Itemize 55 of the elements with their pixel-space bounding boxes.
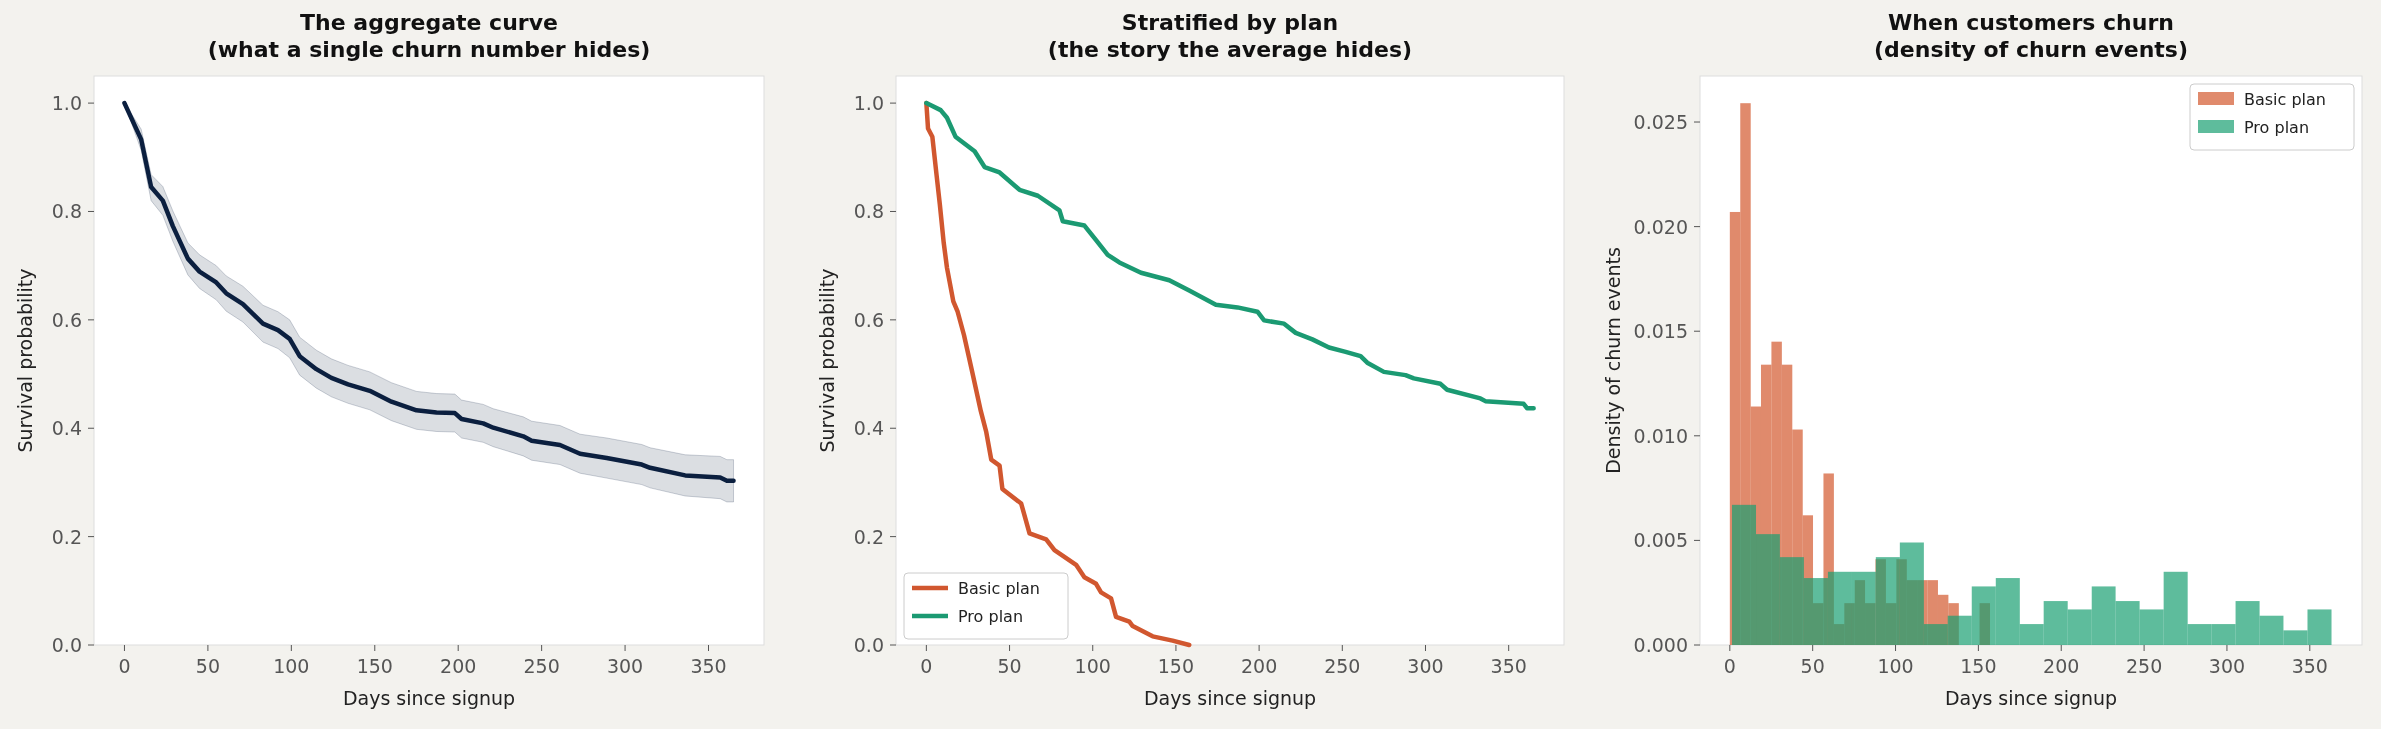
y-tick-label: 0.0 — [51, 634, 82, 656]
chart-title: Stratified by plan (the story the average hides) — [1047, 10, 1413, 62]
x-tick-label: 150 — [356, 655, 393, 677]
y-tick-label: 0.8 — [51, 200, 82, 223]
x-tick-label: 0 — [1723, 655, 1736, 677]
x-axis-title: Days since signup — [1143, 687, 1317, 709]
x-tick-label: 300 — [1407, 655, 1444, 677]
y-tick-label: 0.6 — [853, 308, 884, 331]
x-tick-label: 100 — [1074, 655, 1111, 677]
x-tick-label: 300 — [2208, 655, 2246, 677]
x-tick-label: 350 — [2291, 655, 2328, 677]
y-tick-label: 0.020 — [1633, 215, 1688, 238]
y-tick-label: 0.015 — [1633, 320, 1688, 343]
x-tick-label: 200 — [2043, 655, 2080, 677]
x-tick-label: 350 — [690, 655, 727, 677]
y-tick-label: 0.010 — [1633, 424, 1688, 447]
chart-title: The aggregate curve (what a single churn number hides) — [207, 10, 651, 62]
y-axis-title: Survival probability — [14, 268, 36, 453]
x-tick-label: 250 — [523, 655, 560, 677]
x-tick-label: 50 — [195, 655, 220, 677]
y-tick-label: 0.4 — [853, 417, 884, 440]
x-tick-label: 200 — [440, 655, 477, 677]
x-tick-label: 250 — [2125, 655, 2163, 677]
x-axis-title: Days since signup — [1944, 687, 2118, 709]
y-tick-label: 0.2 — [853, 525, 884, 548]
x-tick-label: 150 — [1960, 655, 1997, 677]
y-tick-label: 0.2 — [51, 525, 82, 548]
x-tick-label: 250 — [1324, 655, 1361, 677]
legend-label: Basic plan — [958, 579, 1040, 598]
y-tick-label: 0.005 — [1633, 529, 1688, 552]
y-axis-title: Survival probability — [816, 268, 838, 453]
y-tick-label: 1.0 — [853, 92, 884, 115]
x-tick-label: 0 — [118, 655, 131, 677]
y-tick-label: 1.0 — [51, 92, 82, 115]
y-tick-label: 0.0 — [853, 634, 884, 656]
x-tick-label: 200 — [1240, 655, 1278, 677]
y-tick-label: 0.025 — [1633, 111, 1688, 134]
y-axis-title: Density of churn events — [1602, 247, 1624, 474]
y-tick-label: 0.6 — [51, 308, 82, 331]
x-axis-title: Days since signup — [342, 687, 516, 709]
legend-label: Pro plan — [958, 607, 1024, 626]
chart-title: When customers churn (density of churn events) — [1874, 10, 2188, 62]
y-tick-label: 0.8 — [853, 200, 884, 223]
x-tick-label: 50 — [1800, 655, 1825, 677]
x-tick-label: 0 — [920, 655, 933, 677]
x-tick-label: 100 — [273, 655, 310, 677]
y-tick-label: 0.4 — [51, 417, 82, 440]
x-tick-label: 50 — [997, 655, 1022, 677]
y-tick-label: 0.000 — [1633, 634, 1688, 656]
legend-label: Basic plan — [2244, 90, 2326, 109]
x-tick-label: 300 — [606, 655, 644, 677]
x-tick-label: 150 — [1157, 655, 1195, 677]
x-tick-label: 350 — [1490, 655, 1527, 677]
legend-label: Pro plan — [2244, 118, 2310, 137]
x-tick-label: 100 — [1877, 655, 1914, 677]
